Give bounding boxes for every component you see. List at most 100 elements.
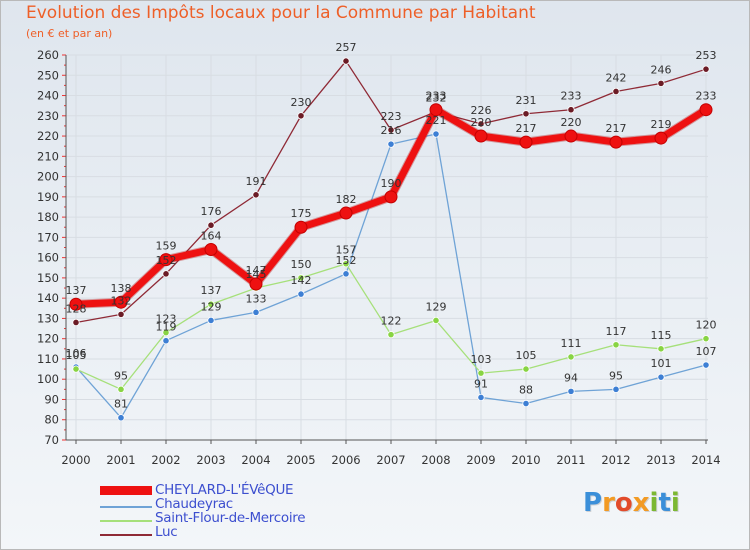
data-label: 233 bbox=[561, 90, 582, 103]
data-label: 117 bbox=[606, 325, 627, 338]
data-point bbox=[162, 337, 170, 345]
data-point bbox=[522, 110, 530, 118]
data-label: 129 bbox=[426, 300, 447, 313]
data-label: 217 bbox=[606, 122, 627, 135]
data-label: 105 bbox=[516, 349, 537, 362]
x-tick-label: 2001 bbox=[106, 453, 135, 467]
data-point bbox=[432, 316, 440, 325]
series-saint-flour-de-mercoire bbox=[72, 260, 710, 393]
chart-legend: CHEYLARD-L'ÉVêQUE Chaudeyrac Saint-Flour-d… bbox=[100, 482, 360, 542]
data-label: 257 bbox=[336, 41, 357, 54]
y-tick-label: 130 bbox=[37, 311, 59, 325]
data-point bbox=[207, 221, 215, 229]
x-tick-label: 2008 bbox=[421, 453, 450, 467]
data-point bbox=[117, 310, 125, 318]
data-label: 133 bbox=[246, 292, 267, 305]
data-label: 190 bbox=[381, 177, 402, 190]
data-point bbox=[159, 253, 173, 267]
x-tick-label: 2003 bbox=[196, 453, 225, 467]
data-point bbox=[249, 277, 263, 291]
data-point bbox=[384, 190, 398, 204]
data-label: 242 bbox=[606, 71, 627, 84]
data-point bbox=[519, 135, 533, 149]
data-point bbox=[387, 126, 395, 134]
legend-item: Luc bbox=[100, 524, 360, 542]
x-tick-label: 2004 bbox=[241, 453, 270, 467]
data-point bbox=[342, 260, 350, 268]
data-point bbox=[162, 270, 170, 278]
data-label: 226 bbox=[471, 104, 492, 117]
data-label: 175 bbox=[291, 207, 312, 220]
logo-letter: x bbox=[632, 488, 650, 518]
data-label: 106 bbox=[66, 347, 87, 360]
y-tick-label: 240 bbox=[37, 89, 59, 103]
data-point bbox=[477, 369, 485, 377]
logo-letter: r bbox=[602, 488, 615, 518]
legend-swatch bbox=[100, 506, 152, 508]
data-label: 253 bbox=[696, 49, 717, 62]
data-label: 176 bbox=[201, 205, 222, 218]
y-tick-label: 170 bbox=[37, 230, 59, 244]
data-point bbox=[612, 341, 620, 349]
x-tick-label: 2000 bbox=[61, 453, 90, 467]
data-point bbox=[294, 220, 308, 234]
data-label: 119 bbox=[156, 321, 177, 334]
logo-letter: P bbox=[583, 488, 603, 518]
data-label: 115 bbox=[651, 329, 672, 342]
data-point bbox=[654, 131, 668, 145]
logo-letter: i bbox=[670, 488, 680, 518]
data-point bbox=[252, 191, 260, 199]
logo-letter: i bbox=[649, 488, 659, 518]
data-point bbox=[477, 393, 485, 402]
y-tick-label: 150 bbox=[37, 271, 59, 285]
data-label: 142 bbox=[291, 274, 312, 287]
data-label: 123 bbox=[156, 313, 177, 326]
data-point bbox=[252, 308, 260, 316]
data-point bbox=[207, 316, 215, 325]
y-tick-label: 70 bbox=[44, 433, 59, 447]
data-point bbox=[114, 295, 128, 309]
legend-item: CHEYLARD-L'ÉVêQUE bbox=[100, 482, 360, 500]
data-point bbox=[567, 106, 575, 114]
data-point bbox=[609, 135, 623, 149]
x-axis-ticks: 2000 2001 2002 2003 2004 2005 2006 2007 2008 2009… bbox=[61, 440, 721, 467]
data-label: 94 bbox=[564, 371, 578, 384]
y-tick-label: 90 bbox=[44, 392, 59, 406]
x-tick-label: 2010 bbox=[511, 453, 540, 467]
y-tick-label: 80 bbox=[44, 413, 59, 427]
logo-letter: t bbox=[658, 488, 671, 518]
data-point bbox=[612, 385, 620, 393]
data-label: 137 bbox=[201, 284, 222, 297]
data-label: 230 bbox=[291, 96, 312, 109]
data-label: 103 bbox=[471, 353, 492, 366]
series-chaudeyrac bbox=[72, 130, 710, 422]
data-point bbox=[702, 335, 710, 343]
data-point bbox=[657, 345, 665, 353]
y-tick-label: 160 bbox=[37, 251, 59, 265]
y-tick-label: 220 bbox=[37, 129, 59, 143]
data-point bbox=[702, 361, 710, 369]
data-point bbox=[699, 103, 713, 117]
legend-label: CHEYLARD-L'ÉVêQUE bbox=[155, 482, 294, 498]
data-point bbox=[72, 365, 80, 373]
y-tick-label: 190 bbox=[37, 190, 59, 204]
data-point bbox=[387, 331, 395, 339]
legend-swatch bbox=[100, 520, 152, 522]
data-label: 231 bbox=[516, 94, 537, 107]
data-label: 91 bbox=[474, 377, 488, 390]
data-point bbox=[474, 129, 488, 143]
data-point bbox=[567, 353, 575, 361]
x-tick-label: 2007 bbox=[376, 453, 405, 467]
data-label: 219 bbox=[651, 118, 672, 131]
data-point bbox=[342, 270, 350, 278]
data-label: 217 bbox=[516, 122, 537, 135]
data-label: 145 bbox=[246, 268, 267, 281]
y-tick-label: 180 bbox=[37, 210, 59, 224]
x-tick-label: 2011 bbox=[556, 453, 585, 467]
y-tick-label: 120 bbox=[37, 332, 59, 346]
y-tick-label: 200 bbox=[37, 170, 59, 184]
data-label: 105 bbox=[66, 349, 87, 362]
data-point bbox=[567, 387, 575, 395]
data-point bbox=[477, 120, 485, 128]
